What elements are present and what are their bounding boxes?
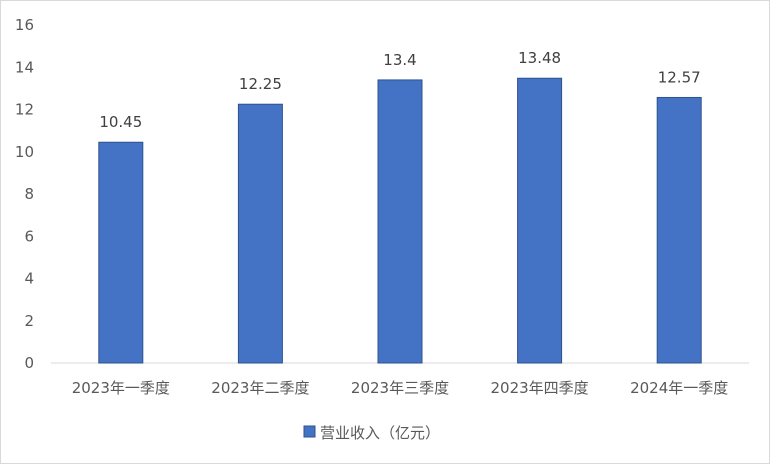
bar xyxy=(237,103,283,364)
legend-swatch xyxy=(303,425,316,438)
legend-label: 营业收入（亿元） xyxy=(320,424,440,442)
data-label: 12.25 xyxy=(239,75,282,93)
bar xyxy=(377,79,423,364)
x-tick-label: 2023年四季度 xyxy=(491,379,589,397)
bar xyxy=(517,77,563,364)
y-tick-label: 14 xyxy=(15,58,34,76)
y-tick-label: 8 xyxy=(24,185,34,203)
x-tick-label: 2023年三季度 xyxy=(351,379,449,397)
y-tick-label: 12 xyxy=(15,101,34,119)
bars-group xyxy=(98,77,702,364)
y-tick-label: 16 xyxy=(15,16,34,34)
x-tick-label: 2023年一季度 xyxy=(72,379,170,397)
x-axis-ticks: 2023年一季度 2023年二季度 2023年三季度 2023年四季度 2024年一季度 xyxy=(72,379,729,397)
y-tick-label: 0 xyxy=(24,354,34,372)
y-tick-label: 4 xyxy=(24,270,34,288)
data-label: 13.4 xyxy=(383,51,416,69)
x-tick-label: 2023年二季度 xyxy=(211,379,309,397)
x-tick-label: 2024年一季度 xyxy=(630,379,728,397)
y-tick-label: 2 xyxy=(24,312,34,330)
legend: 营业收入（亿元） xyxy=(303,424,440,442)
data-labels-group: 10.45 12.25 13.4 13.48 12.57 xyxy=(99,49,700,131)
y-tick-label: 10 xyxy=(15,143,34,161)
y-axis-ticks: 0 2 4 6 8 10 12 14 16 xyxy=(15,16,34,372)
y-tick-label: 6 xyxy=(24,227,34,245)
bar xyxy=(98,141,144,364)
bar xyxy=(656,96,702,364)
data-label: 13.48 xyxy=(518,49,561,67)
data-label: 10.45 xyxy=(99,113,142,131)
data-label: 12.57 xyxy=(658,68,701,86)
